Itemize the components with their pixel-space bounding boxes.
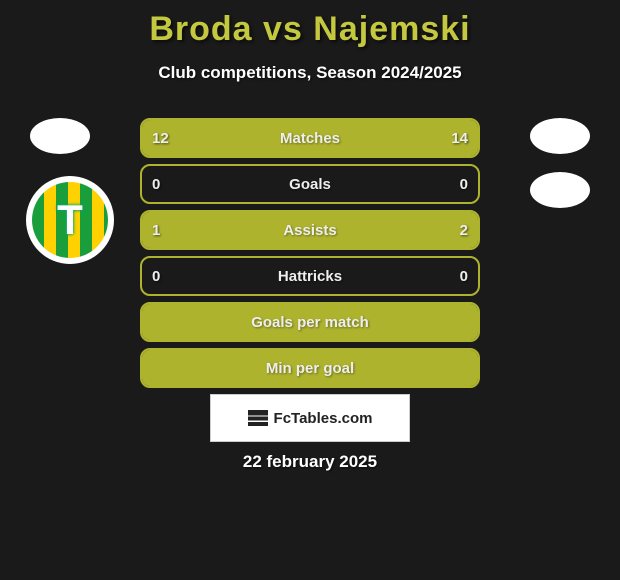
club-badge-letter: T: [57, 196, 83, 244]
stat-row-assists: Assists1 2: [140, 210, 480, 250]
player1-shirt-icon: [30, 118, 90, 154]
stat-row-goals-per-match: Goals per match: [140, 302, 480, 342]
stat-label: Assists: [142, 212, 478, 248]
date-label: 22 february 2025: [0, 452, 620, 472]
stat-label: Min per goal: [142, 350, 478, 386]
stat-value-right: 14: [451, 120, 468, 156]
stat-row-min-per-goal: Min per goal: [140, 348, 480, 388]
chart-icon: [248, 410, 268, 426]
stat-label: Matches: [142, 120, 478, 156]
stat-value-right: 0: [460, 258, 468, 294]
player1-club-badge: T: [26, 176, 114, 264]
stat-row-matches: Matches12 14: [140, 118, 480, 158]
stat-value-left: 1: [152, 212, 160, 248]
stat-value-left: 0: [152, 166, 160, 202]
watermark: FcTables.com: [210, 394, 410, 442]
player2-shirt-icon: [530, 118, 590, 154]
subtitle: Club competitions, Season 2024/2025: [0, 63, 620, 83]
stat-label: Goals per match: [142, 304, 478, 340]
watermark-text: FcTables.com: [274, 410, 373, 427]
stat-row-goals: Goals0 0: [140, 164, 480, 204]
stat-value-right: 0: [460, 166, 468, 202]
stat-label: Hattricks: [142, 258, 478, 294]
stat-value-left: 0: [152, 258, 160, 294]
comparison-card: Broda vs Najemski Club competitions, Sea…: [0, 0, 620, 580]
stat-value-right: 2: [460, 212, 468, 248]
stat-label: Goals: [142, 166, 478, 202]
page-title: Broda vs Najemski: [0, 10, 620, 49]
stats-table: Matches1214Goals00Assists12Hattricks00Go…: [140, 118, 480, 394]
player2-club-badge: [530, 172, 590, 208]
stat-value-left: 12: [152, 120, 169, 156]
stat-row-hattricks: Hattricks0 0: [140, 256, 480, 296]
